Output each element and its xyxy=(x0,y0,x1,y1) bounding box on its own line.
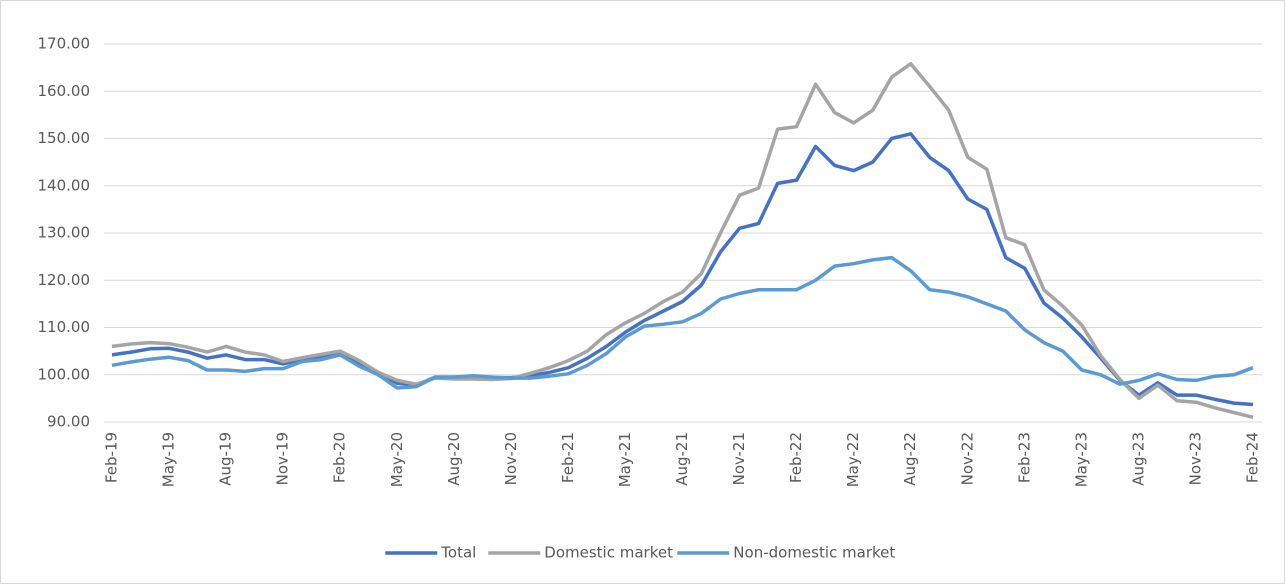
x-tick-label: Feb-20 xyxy=(331,432,349,483)
legend-label: Total xyxy=(440,544,476,562)
y-tick-label: 110.00 xyxy=(38,318,91,336)
y-tick-label: 150.00 xyxy=(38,129,91,147)
x-tick-label: Aug-22 xyxy=(901,432,919,486)
y-tick-label: 160.00 xyxy=(38,82,91,100)
y-tick-label: 140.00 xyxy=(38,176,91,194)
y-tick-label: 90.00 xyxy=(47,413,90,431)
x-tick-label: Aug-20 xyxy=(445,432,463,486)
x-tick-label: Nov-21 xyxy=(730,432,748,485)
x-tick-label: Nov-23 xyxy=(1186,432,1204,485)
legend-label: Domestic market xyxy=(544,544,673,562)
x-tick-label: Aug-19 xyxy=(217,432,235,486)
series-line xyxy=(111,132,1254,407)
x-tick-label: May-19 xyxy=(160,432,178,487)
x-tick-label: Feb-24 xyxy=(1244,432,1262,483)
x-tick-label: May-22 xyxy=(844,432,862,487)
x-tick-label: Feb-22 xyxy=(787,432,805,483)
y-tick-label: 130.00 xyxy=(38,224,91,242)
x-tick-label: Feb-19 xyxy=(103,432,121,483)
x-tick-label: Nov-19 xyxy=(274,432,292,485)
series-line xyxy=(111,62,1254,419)
x-tick-label: May-21 xyxy=(616,432,634,487)
x-tick-label: May-23 xyxy=(1072,432,1090,487)
x-tick-label: Nov-22 xyxy=(958,432,976,485)
y-tick-label: 100.00 xyxy=(38,365,91,383)
x-tick-label: Feb-21 xyxy=(559,432,577,483)
x-tick-label: May-20 xyxy=(388,432,406,487)
y-tick-label: 120.00 xyxy=(38,271,91,289)
x-tick-label: Nov-20 xyxy=(502,432,520,485)
legend-label: Non-domestic market xyxy=(733,544,895,562)
y-tick-label: 170.00 xyxy=(38,35,91,53)
x-tick-label: Aug-21 xyxy=(673,432,691,486)
x-tick-label: Feb-23 xyxy=(1015,432,1033,483)
series-line xyxy=(111,255,1254,390)
x-tick-label: Aug-23 xyxy=(1129,432,1147,486)
